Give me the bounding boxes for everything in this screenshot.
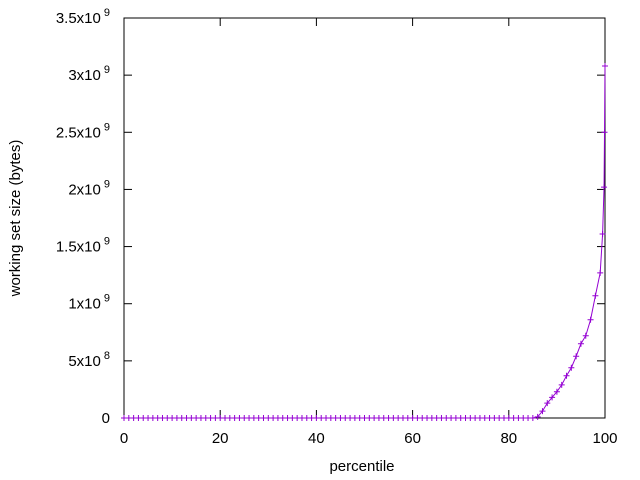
y-tick-label: 1x10 9	[68, 293, 110, 313]
x-tick-label: 40	[308, 430, 325, 447]
data-point	[582, 332, 589, 339]
y-tick-label: 2.5x10 9	[56, 121, 110, 141]
y-axis-label: working set size (bytes)	[7, 140, 24, 298]
data-point	[549, 394, 556, 401]
plot-frame	[123, 17, 606, 419]
data-point	[592, 292, 599, 299]
x-tick-label: 100	[592, 430, 617, 447]
data-point	[539, 408, 546, 415]
y-tick-label: 3x10 9	[68, 64, 110, 84]
data-point	[602, 63, 608, 69]
data-point	[544, 400, 551, 407]
data-line	[124, 65, 606, 419]
data-point	[534, 413, 541, 420]
data-point	[529, 415, 536, 421]
data-point	[573, 353, 580, 360]
data-point	[597, 269, 604, 276]
data-point	[599, 231, 606, 237]
y-tick-label: 0	[102, 410, 110, 427]
data-point	[568, 364, 575, 371]
y-tick-label: 2x10 9	[68, 178, 110, 198]
x-tick-label: 0	[120, 430, 128, 447]
data-point	[577, 340, 584, 347]
x-tick-label: 80	[500, 430, 517, 447]
x-tick-label: 60	[404, 430, 421, 447]
data-point	[601, 129, 608, 136]
y-tick-label: 3.5x10 9	[56, 7, 110, 27]
y-tick-label: 1.5x10 9	[56, 236, 110, 256]
y-tick-label: 5x10 8	[68, 350, 110, 370]
data-point	[558, 381, 565, 388]
x-tick-label: 20	[212, 430, 229, 447]
data-point	[553, 388, 560, 395]
data-point	[601, 184, 608, 191]
data-point	[563, 372, 570, 379]
data-point	[587, 316, 594, 323]
x-axis-label: percentile	[329, 458, 394, 475]
